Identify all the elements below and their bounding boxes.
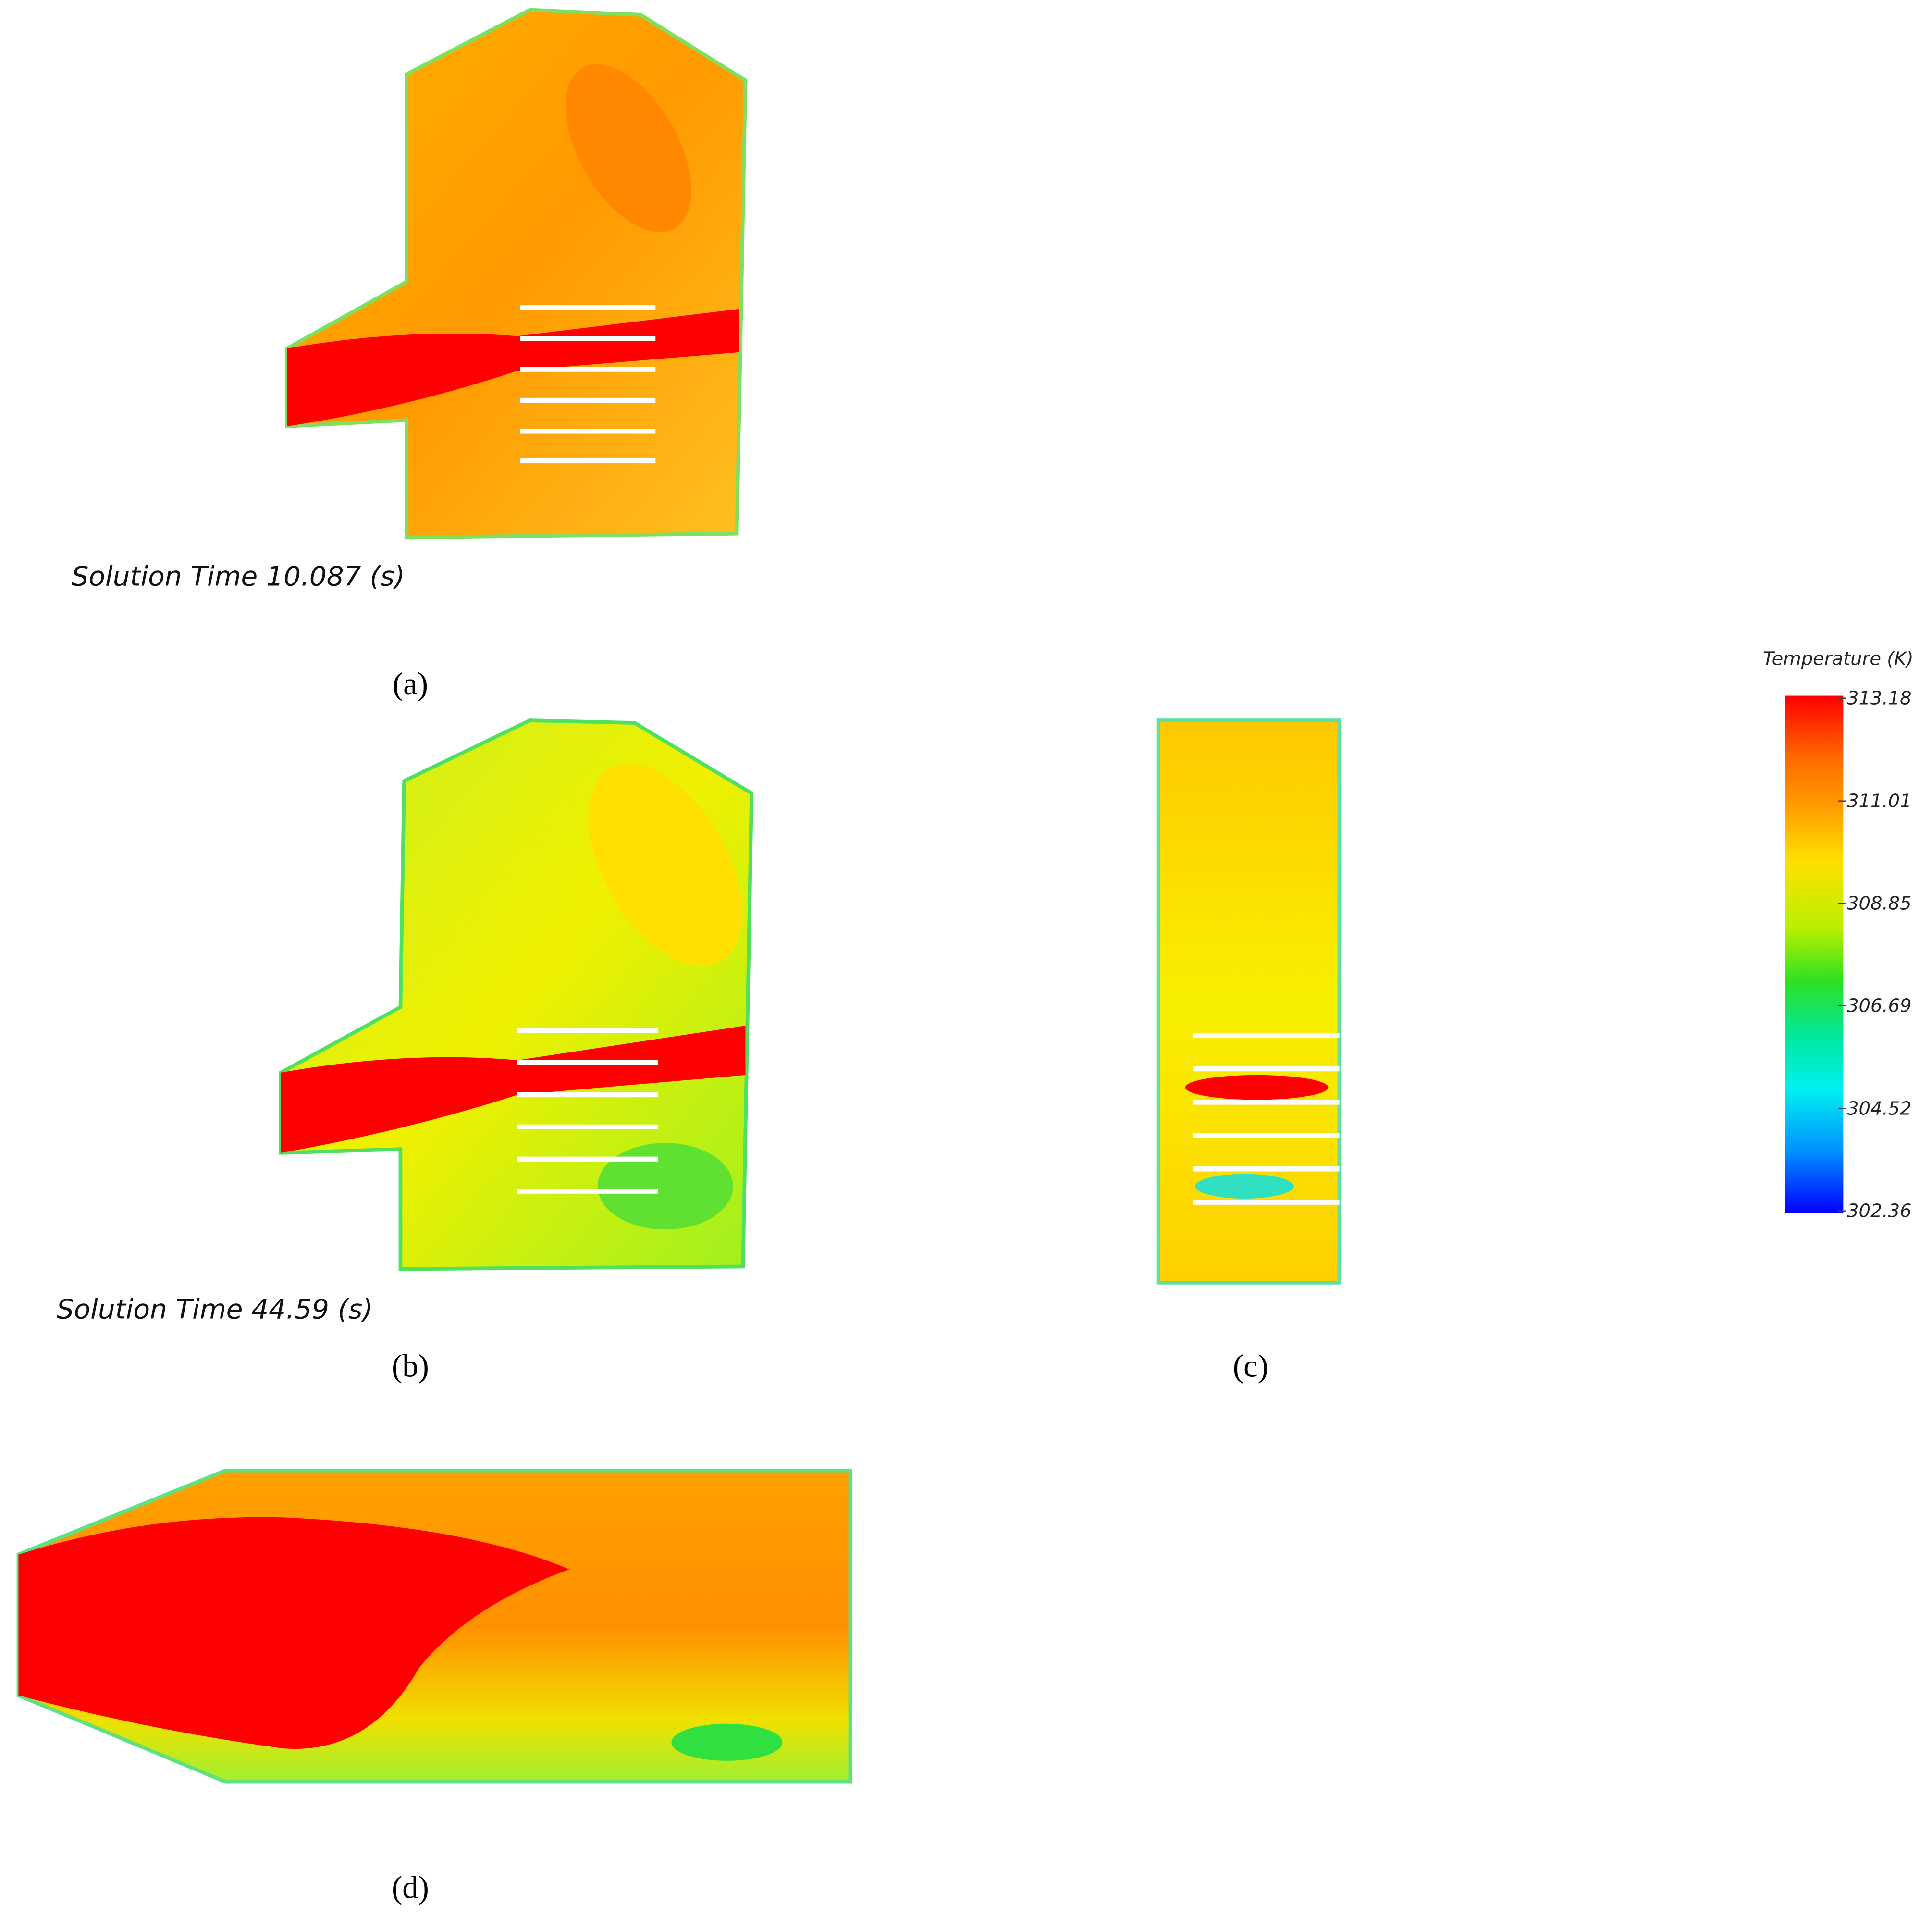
colorbar-title: Temperature (K)	[1763, 648, 1914, 669]
colorbar-tick-label: 302.36	[1847, 1201, 1912, 1222]
colorbar-tick-label: 311.01	[1847, 791, 1912, 812]
contour-d	[16, 1468, 852, 1784]
panel-label: (a)	[393, 667, 428, 702]
colorbar-tick-label: 306.69	[1847, 995, 1912, 1017]
panel-label: (c)	[1233, 1349, 1268, 1384]
panel-label: (d)	[392, 1870, 429, 1905]
colorbar-tick-label: 308.85	[1847, 893, 1912, 915]
colorbar-tick-label: 313.18	[1847, 688, 1912, 709]
panel-label: (b)	[392, 1349, 429, 1384]
contour-a	[285, 8, 748, 540]
caption: Solution Time 44.59 (s)	[57, 1294, 373, 1325]
caption: Solution Time 10.087 (s)	[72, 561, 405, 593]
contour-c	[1156, 718, 1341, 1285]
colorbar-tick-label: 304.52	[1847, 1098, 1912, 1120]
colorbar	[1785, 695, 1844, 1213]
contour-b	[279, 718, 754, 1271]
